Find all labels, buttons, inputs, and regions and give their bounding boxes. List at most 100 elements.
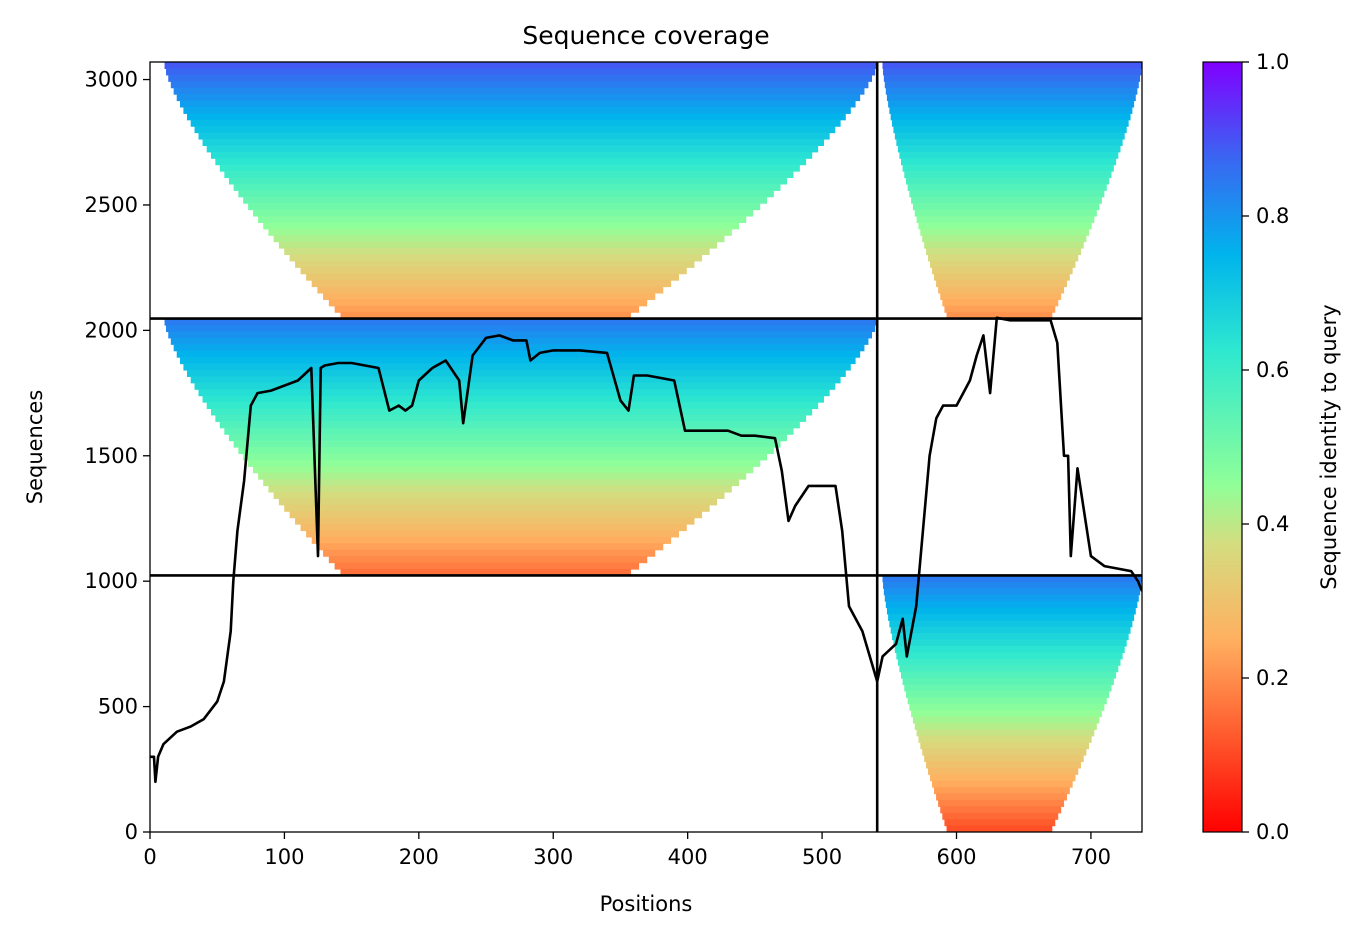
block-bottom-right-band xyxy=(893,639,1127,647)
block-top-left-band xyxy=(268,228,732,236)
block-middle-left-band xyxy=(215,414,807,422)
block-middle-left-band xyxy=(190,376,841,384)
block-top-left xyxy=(164,62,878,320)
block-bottom-right-band xyxy=(902,678,1114,686)
block-top-left-band xyxy=(176,94,861,102)
block-bottom-right-band xyxy=(892,633,1129,641)
x-tick-label: 0 xyxy=(143,845,156,869)
block-top-left-band xyxy=(190,119,841,127)
coverage-line xyxy=(150,316,1142,784)
block-middle-left-band xyxy=(186,369,846,377)
block-top-left-band xyxy=(233,183,781,191)
block-top-left-band xyxy=(340,312,631,320)
block-top-right-band xyxy=(884,81,1139,89)
block-top-left-band xyxy=(186,113,846,121)
y-axis: 0 500 1000 1500 2000 2500 3000 xyxy=(85,68,150,844)
block-bottom-right-band xyxy=(924,755,1084,763)
y-axis-label: Sequences xyxy=(23,390,47,505)
plot-area xyxy=(150,62,1142,832)
block-bottom-right-band xyxy=(934,787,1070,795)
block-middle-left-band xyxy=(323,549,656,557)
block-top-right-band xyxy=(914,209,1097,217)
block-top-right-band xyxy=(890,113,1131,121)
block-top-left-band xyxy=(328,299,648,307)
block-middle-left-band xyxy=(289,511,703,519)
block-top-right-band xyxy=(883,68,1142,76)
x-tick-label: 600 xyxy=(936,845,976,869)
block-top-right-band xyxy=(936,280,1067,288)
y-tick-label: 1500 xyxy=(85,444,138,468)
block-top-left-band xyxy=(170,81,869,89)
block-bottom-right-band xyxy=(897,658,1121,666)
block-top-left-band xyxy=(311,280,672,288)
block-top-right-band xyxy=(905,177,1110,185)
block-top-right-band xyxy=(885,87,1138,95)
block-top-right-band xyxy=(909,190,1105,198)
block-middle-left-band xyxy=(328,556,648,564)
block-top-right-band xyxy=(896,138,1123,146)
block-top-right-band xyxy=(946,312,1053,320)
block-top-left-band xyxy=(202,138,824,146)
block-top-left-band xyxy=(258,215,747,223)
block-top-left-band xyxy=(183,106,851,114)
block-top-left-band xyxy=(284,248,710,256)
block-top-right-band xyxy=(924,241,1084,249)
block-bottom-right-band xyxy=(889,620,1133,628)
block-top-right-band xyxy=(888,100,1135,108)
block-top-right-band xyxy=(940,292,1062,300)
block-top-left-band xyxy=(198,132,830,140)
block-bottom-right-band xyxy=(900,671,1117,679)
block-top-left-band xyxy=(238,190,774,198)
block-dividers xyxy=(150,62,1142,832)
block-bottom-right-band xyxy=(888,613,1135,621)
block-middle-left-band xyxy=(300,524,687,532)
colorbar-tick-label: 1.0 xyxy=(1256,50,1289,74)
block-top-left-band xyxy=(194,126,836,134)
x-axis: 0 100 200 300 400 500 600 700 xyxy=(143,832,1111,869)
block-top-left-band xyxy=(224,171,794,179)
block-middle-left-band xyxy=(183,363,851,371)
block-top-right-band xyxy=(902,164,1114,172)
block-middle-left-band xyxy=(273,491,725,499)
colorbar-label: Sequence identity to query xyxy=(1317,304,1341,589)
block-middle-left-band xyxy=(295,517,695,525)
x-tick-label: 500 xyxy=(802,845,842,869)
block-top-right-band xyxy=(882,62,1142,70)
block-middle-left-band xyxy=(238,447,774,455)
x-tick-label: 400 xyxy=(668,845,708,869)
x-tick-label: 700 xyxy=(1071,845,1111,869)
block-top-right-band xyxy=(911,196,1102,204)
block-top-left-band xyxy=(173,87,865,95)
block-bottom-right-band xyxy=(896,652,1123,660)
colorbar-tick-label: 0.4 xyxy=(1256,512,1289,536)
block-bottom-right-band xyxy=(911,710,1102,718)
block-top-right-band xyxy=(886,94,1136,102)
block-top-right-band xyxy=(934,273,1070,281)
block-bottom-right-band xyxy=(928,767,1079,775)
block-top-left-band xyxy=(289,254,703,262)
colorbar-tick-label: 0.0 xyxy=(1256,820,1289,844)
colorbar-tick-label: 0.2 xyxy=(1256,666,1289,690)
block-bottom-right-band xyxy=(932,780,1073,788)
colorbar-tick-label: 0.6 xyxy=(1256,358,1289,382)
block-middle-left-band xyxy=(173,344,865,352)
block-middle-left-band xyxy=(243,453,768,461)
block-middle-left-band xyxy=(248,459,761,467)
block-bottom-right-band xyxy=(944,819,1056,827)
block-middle-left-band xyxy=(206,402,819,410)
block-bottom-right-band xyxy=(882,575,1142,583)
block-top-right-band xyxy=(904,171,1112,179)
x-tick-label: 100 xyxy=(264,845,304,869)
block-middle-left-band xyxy=(263,479,740,487)
block-top-right-band xyxy=(942,299,1059,307)
block-top-right-band xyxy=(897,145,1121,153)
block-bottom-right-band xyxy=(883,588,1141,596)
block-top-right-band xyxy=(930,260,1076,268)
block-top-right xyxy=(882,62,1142,320)
block-middle-left-band xyxy=(176,350,861,358)
block-middle-left-band xyxy=(340,568,631,577)
chart-title: Sequence coverage xyxy=(522,21,769,50)
block-bottom-right-band xyxy=(912,716,1100,724)
block-bottom-right-band xyxy=(920,742,1090,750)
block-top-left-band xyxy=(215,158,807,166)
